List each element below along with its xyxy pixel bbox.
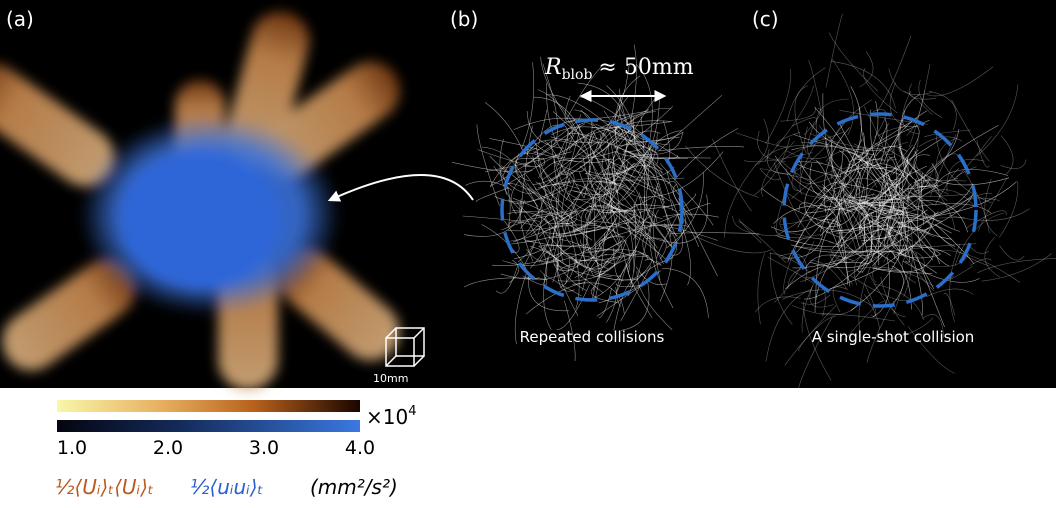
legend-term: ½⟨uᵢuᵢ⟩ₜ bbox=[190, 475, 263, 499]
subscript: blob bbox=[562, 67, 593, 83]
multiplier: ×104 bbox=[366, 404, 417, 429]
legend-term: (mm²/s²) bbox=[310, 475, 398, 499]
multiplier-exponent: 4 bbox=[408, 404, 416, 419]
legend-term: ½⟨Uᵢ⟩ₜ⟨Uᵢ⟩ₜ bbox=[55, 475, 154, 499]
colorbar-tick-label: 1.0 bbox=[57, 437, 87, 459]
colorbar-tke bbox=[57, 420, 360, 432]
colorbar-ticks: 1.0 2.0 3.0 4.0 bbox=[57, 437, 375, 459]
colorbar-tick-label: 4.0 bbox=[345, 437, 375, 459]
figure: 10mm (a) (b) (c) Rblob ≈ 50mm Repeated co… bbox=[0, 0, 1056, 508]
colorbar-tick-label: 3.0 bbox=[249, 437, 279, 459]
panel-label: (a) bbox=[6, 7, 34, 31]
multiplier-base: ×10 bbox=[366, 405, 408, 429]
caption: Repeated collisions bbox=[520, 328, 665, 346]
caption: A single-shot collision bbox=[812, 328, 975, 346]
colorbar-energy bbox=[57, 400, 360, 412]
colorbar-legend: ½⟨Uᵢ⟩ₜ⟨Uᵢ⟩ₜ ½⟨uᵢuᵢ⟩ₜ (mm²/s²) bbox=[55, 475, 398, 499]
relation: ≈ 50mm bbox=[598, 55, 693, 80]
panel-label: (b) bbox=[450, 7, 478, 31]
scale-label: 10mm bbox=[373, 372, 408, 385]
colorbar-tick-label: 2.0 bbox=[153, 437, 183, 459]
symbol: R bbox=[544, 55, 562, 80]
panel-label: (c) bbox=[752, 7, 779, 31]
